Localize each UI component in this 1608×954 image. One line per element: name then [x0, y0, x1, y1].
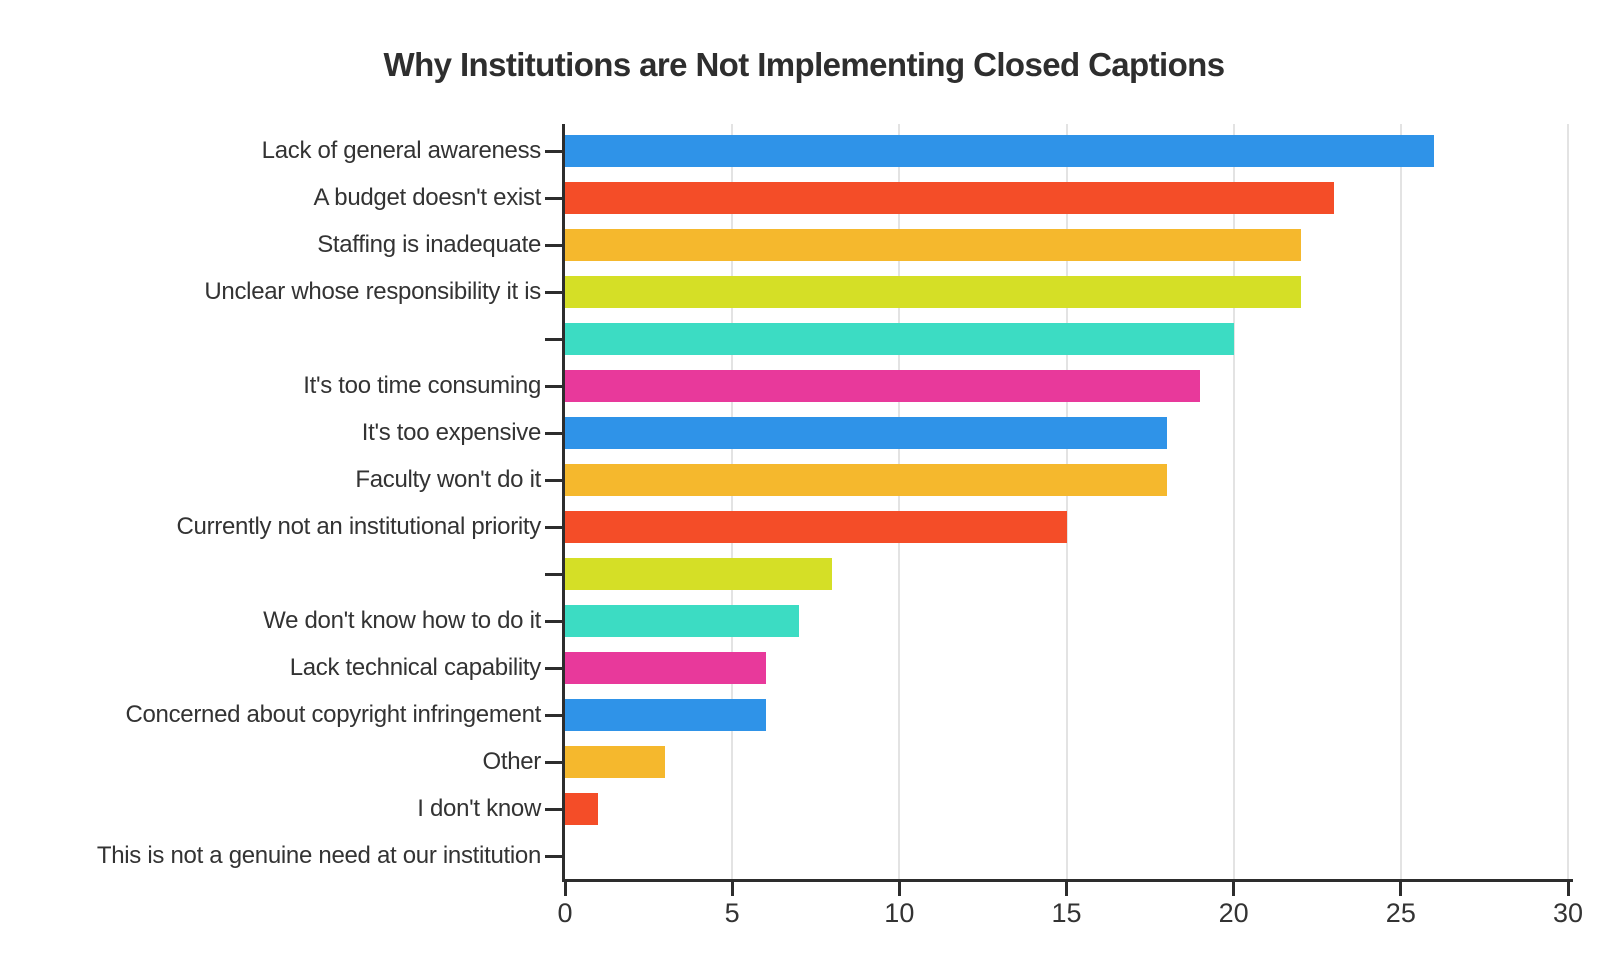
category-label	[0, 558, 541, 590]
gridline	[1232, 124, 1235, 880]
y-tick	[545, 619, 563, 623]
category-label: Lack technical capability	[289, 654, 542, 681]
bar	[565, 370, 1201, 402]
y-tick	[545, 854, 563, 858]
bar	[565, 652, 766, 684]
y-tick	[545, 807, 563, 811]
bar	[565, 417, 1167, 449]
x-axis-line	[562, 879, 1573, 882]
category-label: A budget doesn't exist	[313, 184, 542, 211]
gridline	[1567, 124, 1569, 880]
bar	[565, 699, 766, 731]
x-tick-label: 15	[1051, 898, 1082, 928]
bar	[565, 135, 1435, 167]
category-label: It's too expensive	[361, 419, 542, 446]
bar	[565, 746, 666, 778]
y-tick	[545, 572, 563, 576]
category-label: Other	[482, 748, 541, 775]
category-label: It's too time consuming	[303, 372, 541, 399]
y-tick	[545, 290, 563, 294]
x-tick	[1399, 882, 1403, 896]
y-tick	[545, 196, 563, 200]
y-tick	[545, 149, 563, 153]
category-label	[0, 323, 541, 355]
category-label: Faculty won't do it	[355, 466, 541, 493]
x-tick-label: 10	[884, 898, 915, 928]
y-tick	[545, 666, 563, 670]
category-label: Lack of general awareness	[261, 137, 542, 164]
bar	[565, 182, 1334, 214]
category-label: Concerned about copyright infringement	[125, 701, 541, 728]
x-tick-label: 20	[1218, 898, 1249, 928]
bar	[565, 229, 1301, 261]
bar	[565, 323, 1234, 355]
x-tick-label: 5	[724, 898, 740, 928]
x-tick	[1065, 882, 1068, 896]
category-label: Staffing is inadequate	[317, 231, 541, 258]
y-tick	[545, 525, 563, 529]
y-tick	[545, 243, 563, 247]
x-tick	[1566, 882, 1570, 896]
bar	[565, 511, 1067, 543]
bar	[565, 793, 599, 825]
y-tick	[545, 431, 563, 435]
x-tick-label: 25	[1385, 898, 1416, 928]
x-tick	[897, 882, 901, 896]
bar	[565, 558, 833, 590]
y-tick	[545, 478, 563, 482]
gridline	[1065, 124, 1068, 880]
category-label: I don't know	[417, 795, 541, 822]
chart-title: Why Institutions are Not Implementing Cl…	[383, 46, 1226, 83]
bar	[565, 464, 1167, 496]
gridline	[898, 124, 901, 880]
y-axis-line	[562, 124, 565, 882]
x-tick	[563, 882, 567, 896]
x-tick-label: 0	[557, 898, 573, 928]
bar	[565, 605, 800, 637]
category-label: This is not a genuine need at our instit…	[96, 842, 541, 869]
gridline	[1399, 124, 1402, 880]
y-tick	[545, 337, 563, 341]
y-tick	[545, 384, 563, 388]
category-label: Currently not an institutional priority	[176, 513, 542, 540]
y-tick	[545, 713, 563, 717]
x-tick-label: 30	[1552, 898, 1584, 928]
gridline	[731, 124, 734, 880]
x-tick	[730, 882, 734, 896]
x-tick	[1232, 882, 1236, 896]
y-tick	[545, 760, 563, 764]
category-label: We don't know how to do it	[263, 607, 541, 634]
category-label: Unclear whose responsibility it is	[204, 278, 541, 305]
bar	[565, 276, 1301, 308]
